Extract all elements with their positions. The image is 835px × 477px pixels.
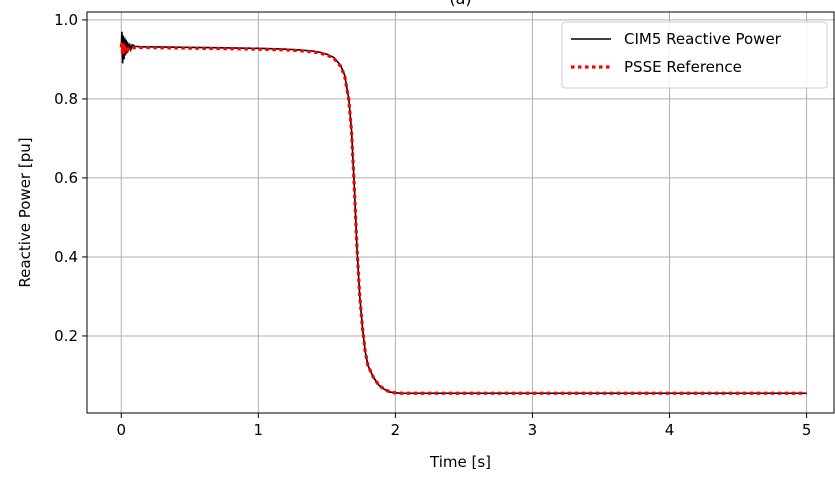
y-tick-label: 0.6 xyxy=(54,169,78,187)
x-tick-label: 3 xyxy=(528,421,538,439)
x-tick-label: 1 xyxy=(254,421,264,439)
series-line-psse xyxy=(119,41,807,395)
legend-label: CIM5 Reactive Power xyxy=(624,30,782,48)
x-tick-label: 5 xyxy=(802,421,812,439)
plot-frame xyxy=(86,11,835,414)
y-tick-label: 0.8 xyxy=(54,90,78,108)
legend-box xyxy=(561,21,828,89)
grid-layer xyxy=(87,12,834,413)
y-axis-label: Reactive Power [pu] xyxy=(16,137,34,287)
x-axis-label: Time [s] xyxy=(429,453,491,471)
tick-layer: 0 1 2 3 4 5 0.2 0.4 0.6 0.8 1.0 xyxy=(54,11,811,439)
y-tick-label: 1.0 xyxy=(54,11,78,29)
x-tick-label: 4 xyxy=(665,421,675,439)
y-tick-label: 0.2 xyxy=(54,327,78,345)
title-layer: (a) xyxy=(449,0,471,8)
x-tick-label: 0 xyxy=(116,421,126,439)
chart-title: (a) xyxy=(449,0,471,8)
x-tick-label: 2 xyxy=(391,421,401,439)
legend-label: PSSE Reference xyxy=(624,58,742,76)
y-tick-label: 0.4 xyxy=(54,248,78,266)
series-layer xyxy=(119,31,807,395)
legend: CIM5 Reactive Power PSSE Reference xyxy=(561,21,828,89)
